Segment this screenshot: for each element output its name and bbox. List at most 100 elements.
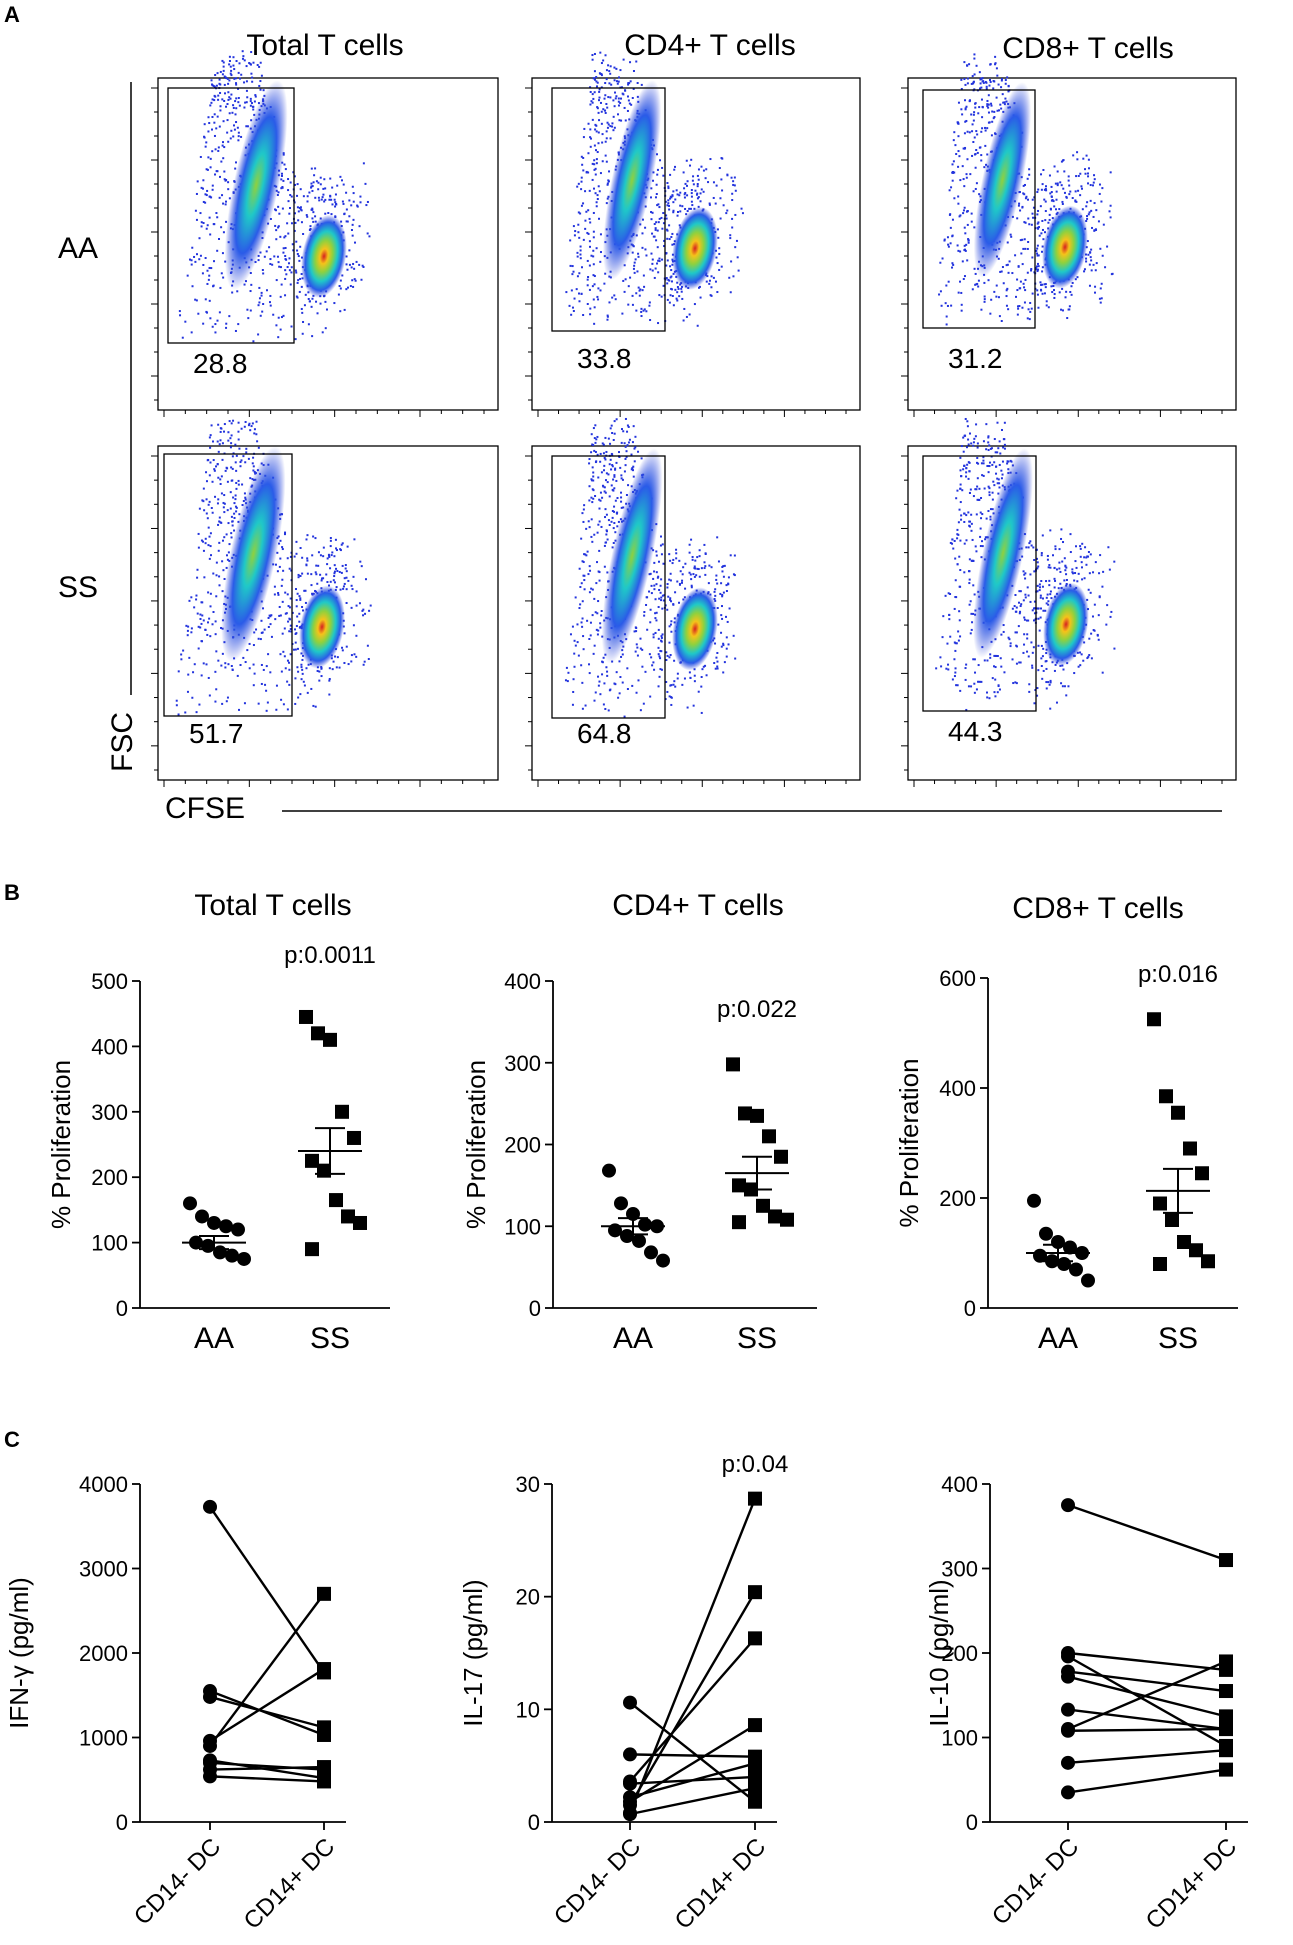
facs-event-dot — [611, 125, 614, 128]
facs-event-dot — [592, 97, 595, 100]
facs-event-dot — [715, 578, 718, 581]
facs-event-dot — [983, 281, 986, 284]
facs-event-dot — [993, 290, 996, 293]
facs-event-dot — [957, 249, 960, 252]
facs-event-dot — [648, 653, 651, 656]
facs-event-dot — [666, 690, 669, 693]
facs-event-dot — [229, 65, 232, 68]
facs-event-dot — [276, 255, 279, 258]
facs-event-dot — [197, 647, 200, 650]
facs-event-dot — [1084, 172, 1087, 175]
facs-event-dot — [333, 564, 336, 567]
facs-event-dot — [275, 684, 278, 687]
facs-event-dot — [1050, 285, 1053, 288]
facs-event-dot — [180, 658, 183, 661]
facs-event-dot — [1064, 296, 1067, 299]
facs-event-dot — [237, 135, 240, 138]
facs-event-dot — [657, 646, 660, 649]
facs-event-dot — [683, 187, 686, 190]
facs-event-dot — [350, 204, 353, 207]
facs-event-dot — [202, 263, 205, 266]
facs-event-dot — [1084, 546, 1087, 549]
facs-event-dot — [976, 456, 979, 459]
facs-event-dot — [362, 265, 365, 268]
facs-event-dot — [1033, 619, 1036, 622]
facs-event-dot — [306, 559, 309, 562]
facs-event-dot — [197, 312, 200, 315]
facs-event-dot — [962, 436, 965, 439]
facs-event-dot — [588, 189, 591, 192]
facs-event-dot — [596, 633, 599, 636]
facs-event-dot — [1003, 421, 1006, 424]
facs-event-dot — [580, 537, 583, 540]
facs-event-dot — [282, 569, 285, 572]
facs-event-dot — [722, 642, 725, 645]
facs-event-dot — [972, 140, 975, 143]
facs-event-dot — [977, 664, 980, 667]
facs-event-dot — [1033, 600, 1036, 603]
facs-density-dividing — [221, 446, 286, 662]
facs-event-dot — [954, 667, 957, 670]
facs-event-dot — [205, 227, 208, 230]
facs-event-dot — [954, 579, 957, 582]
facs-event-dot — [595, 158, 598, 161]
facs-event-dot — [960, 445, 963, 448]
facs-event-dot — [305, 538, 308, 541]
facs-event-dot — [651, 258, 654, 261]
facs-event-dot — [981, 106, 984, 109]
facs-event-dot — [269, 258, 272, 261]
facs-event-dot — [613, 474, 616, 477]
facs-event-dot — [947, 592, 950, 595]
facs-event-dot — [306, 215, 309, 218]
facs-event-dot — [620, 496, 623, 499]
facs-event-dot — [296, 183, 299, 186]
facs-event-dot — [217, 423, 220, 426]
facs-event-dot — [1039, 281, 1042, 284]
facs-event-dot — [975, 283, 978, 286]
facs-event-dot — [948, 213, 951, 216]
facs-event-dot — [1073, 579, 1076, 582]
facs-event-dot — [966, 64, 969, 67]
facs-event-dot — [1048, 213, 1051, 216]
facs-event-dot — [962, 209, 965, 212]
facs-event-dot — [1047, 603, 1050, 606]
facs-event-dot — [653, 276, 656, 279]
facs-event-dot — [986, 464, 989, 467]
facs-event-dot — [975, 688, 978, 691]
facs-event-dot — [666, 608, 669, 611]
facs-event-dot — [282, 247, 285, 250]
facs-event-dot — [997, 478, 1000, 481]
facs-event-dot — [982, 81, 985, 84]
facs-event-dot — [272, 313, 275, 316]
facs-event-dot — [639, 288, 642, 291]
facs-event-dot — [591, 588, 594, 591]
facs-event-dot — [728, 276, 731, 279]
facs-event-dot — [723, 661, 726, 664]
facs-event-dot — [587, 122, 590, 125]
facs-event-dot — [223, 170, 226, 173]
facs-event-dot — [968, 558, 971, 561]
facs-event-dot — [720, 265, 723, 268]
facs-event-dot — [1021, 306, 1024, 309]
facs-event-dot — [279, 653, 282, 656]
facs-event-dot — [995, 472, 998, 475]
facs-event-dot — [277, 205, 280, 208]
facs-event-dot — [963, 244, 966, 247]
facs-event-dot — [288, 269, 291, 272]
facs-event-dot — [269, 671, 272, 674]
facs-event-dot — [643, 308, 646, 311]
facs-event-dot — [1081, 208, 1084, 211]
facs-event-dot — [976, 151, 979, 154]
facs-event-dot — [989, 508, 992, 511]
facs-event-dot — [611, 516, 614, 519]
facs-event-dot — [586, 231, 589, 234]
facs-event-dot — [642, 274, 645, 277]
facs-event-dot — [1053, 586, 1056, 589]
facs-event-dot — [613, 475, 616, 478]
facs-event-dot — [963, 275, 966, 278]
facs-event-dot — [963, 185, 966, 188]
facs-event-dot — [227, 181, 230, 184]
facs-gate — [922, 89, 1036, 329]
facs-event-dot — [617, 80, 620, 83]
facs-event-dot — [598, 579, 601, 582]
